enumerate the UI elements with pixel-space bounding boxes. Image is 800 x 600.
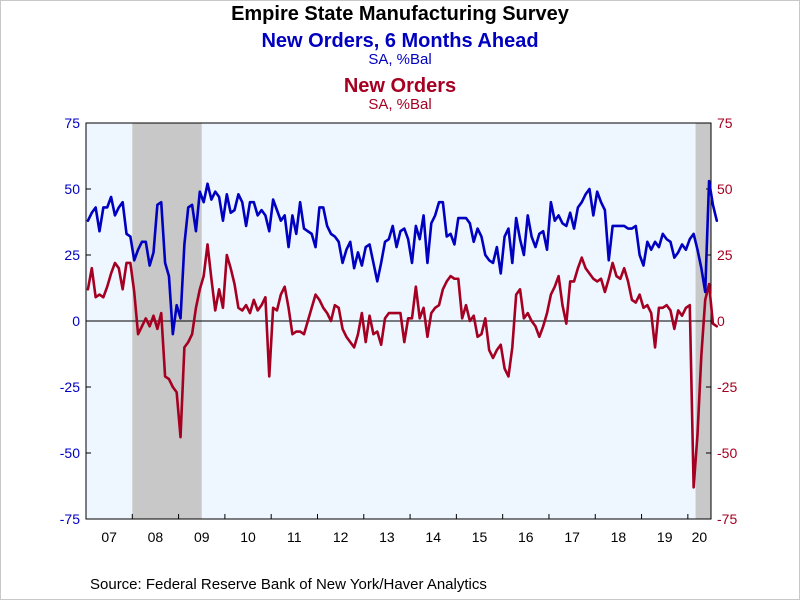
x-tick-label: 08 <box>148 529 164 545</box>
y-tick-label-right: 75 <box>717 115 733 131</box>
x-tick-label: 18 <box>611 529 627 545</box>
y-tick-label-right: 50 <box>717 181 733 197</box>
x-tick-label: 17 <box>564 529 580 545</box>
x-tick-label: 10 <box>240 529 256 545</box>
x-tick-label: 12 <box>333 529 349 545</box>
series-line-1 <box>86 179 719 336</box>
series-1-unit: SA, %Bal <box>368 51 432 68</box>
y-tick-label-right: -75 <box>717 511 737 527</box>
series-1-title: New Orders, 6 Months Ahead <box>261 30 539 52</box>
chart-title: Empire State Manufacturing Survey <box>231 3 569 25</box>
y-tick-label-left: 0 <box>72 313 80 329</box>
y-tick-label-left: 50 <box>64 181 80 197</box>
y-tick-label-right: 0 <box>717 313 725 329</box>
y-tick-label-right: 25 <box>717 247 733 263</box>
series-line-2 <box>86 243 719 489</box>
x-tick-label: 16 <box>518 529 534 545</box>
y-tick-label-left: -50 <box>60 445 80 461</box>
y-tick-label-left: -25 <box>60 379 80 395</box>
x-tick-label: 13 <box>379 529 395 545</box>
y-tick-label-left: -75 <box>60 511 80 527</box>
series-2-title: New Orders <box>343 75 457 97</box>
x-tick-label: 20 <box>692 529 708 545</box>
y-tick-label-left: 25 <box>64 247 80 263</box>
x-tick-label: 09 <box>194 529 210 545</box>
x-tick-label: 11 <box>287 529 302 545</box>
series-2-unit: SA, %Bal <box>368 96 432 113</box>
x-tick-label: 19 <box>657 529 673 545</box>
y-tick-label-left: 75 <box>64 115 80 131</box>
y-tick-label-right: -25 <box>717 379 737 395</box>
x-tick-label: 07 <box>101 529 117 545</box>
x-tick-label: 15 <box>472 529 488 545</box>
source-note: Source: Federal Reserve Bank of New York… <box>90 576 487 593</box>
y-tick-label-right: -50 <box>717 445 737 461</box>
x-tick-label: 14 <box>425 529 441 545</box>
